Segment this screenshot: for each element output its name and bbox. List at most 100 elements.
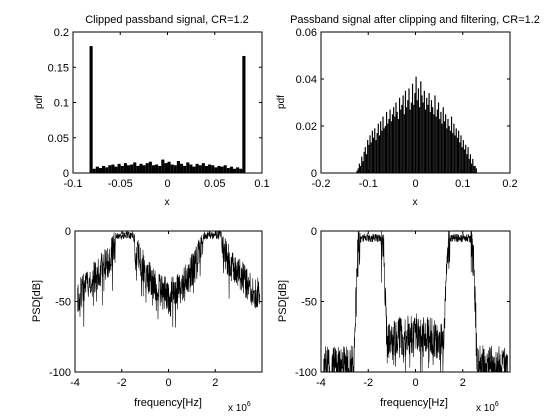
histogram-bar	[421, 95, 423, 173]
y-tick-label: 0	[311, 226, 317, 238]
histogram-bar	[176, 161, 180, 173]
histogram-bar	[436, 109, 438, 173]
x-tick-label: 0.05	[204, 178, 225, 190]
histogram-bar	[155, 164, 159, 173]
histogram-bar	[440, 111, 442, 173]
histogram-bar	[429, 111, 431, 173]
y-tick-label: 0.06	[296, 27, 317, 39]
histogram-bar	[226, 168, 230, 173]
histogram-bar	[92, 168, 96, 173]
histogram-bar	[359, 165, 362, 173]
plot-area-clipped-psd	[77, 230, 260, 328]
x-tick-label: 0.2	[502, 178, 517, 190]
x-tick-label: -4	[70, 377, 80, 389]
axes-filtered-psd: -4 -2 0 2 -100 -50 0	[295, 226, 511, 389]
x-exponent-label: x 106	[476, 401, 499, 414]
histogram-bar	[369, 135, 371, 173]
histogram-bar	[430, 100, 433, 173]
x-tick-label: 0.1	[455, 178, 470, 190]
histogram-bar	[445, 114, 447, 173]
histogram-bar	[211, 165, 215, 173]
histogram-bar	[368, 144, 370, 173]
psd-trace	[323, 230, 508, 373]
histogram-bar	[420, 81, 422, 173]
histogram-bar	[403, 114, 405, 173]
y-tick-label: -50	[301, 297, 317, 309]
histogram-bar	[446, 128, 448, 173]
histogram-bar	[220, 166, 224, 173]
histogram-bar	[432, 107, 434, 173]
histogram-bar	[384, 126, 386, 173]
histogram-bar	[204, 165, 209, 173]
histogram-bar	[461, 147, 463, 173]
histogram-bar	[183, 165, 187, 173]
x-exponent-power: 6	[495, 401, 499, 408]
histogram-bar	[189, 164, 193, 173]
histogram-bar	[459, 142, 461, 173]
y-tick-label: 0	[65, 226, 71, 238]
histogram-bar	[356, 170, 358, 173]
chart-title: Passband signal after clipping and filte…	[290, 14, 540, 26]
histogram-bar	[388, 118, 390, 173]
histogram-bar	[229, 166, 233, 173]
histogram-bar	[167, 161, 171, 173]
x-axis-label: x	[165, 197, 170, 208]
histogram-bar	[236, 167, 240, 173]
histogram-bar	[402, 95, 404, 173]
histogram-bar	[358, 163, 360, 173]
histogram-bar	[391, 114, 394, 173]
histogram-bar	[396, 111, 398, 173]
histogram-bar	[441, 123, 443, 173]
histogram-bar	[364, 147, 366, 173]
x-exponent-base: x 10	[476, 403, 495, 414]
histogram-bar	[437, 102, 440, 173]
histogram-bar	[408, 88, 410, 173]
y-axis-label: PSD[dB]	[31, 280, 43, 322]
histogram-bar	[136, 165, 140, 173]
histogram-bar	[363, 151, 365, 173]
histogram-bar	[123, 163, 127, 173]
histogram-bar	[475, 168, 477, 173]
histogram-bar	[372, 137, 375, 173]
histogram-bar	[409, 109, 411, 173]
histogram-bar	[453, 123, 455, 173]
histogram-bar	[114, 166, 118, 173]
x-exponent-power: 6	[247, 401, 251, 408]
histogram-bar	[192, 166, 196, 173]
y-tick-label: -100	[49, 367, 71, 379]
histogram-bar	[423, 90, 425, 173]
histogram-bar	[239, 168, 243, 173]
histogram-bar	[120, 165, 124, 173]
x-tick-label: 0.1	[254, 178, 269, 190]
histogram-bar	[142, 165, 146, 173]
histogram-bar	[148, 161, 152, 173]
histogram-bar	[161, 159, 165, 173]
y-tick-label: -100	[295, 367, 317, 379]
histogram-bar	[422, 102, 424, 173]
histogram-bar	[95, 166, 99, 173]
histogram-bar	[416, 100, 418, 173]
histogram-bar	[454, 135, 456, 173]
histogram-bar	[456, 137, 459, 173]
histogram-bar	[361, 156, 363, 173]
histogram-bar	[376, 133, 378, 173]
histogram-bar	[452, 133, 454, 173]
histogram-bar	[469, 154, 472, 173]
x-tick-label: -2	[117, 377, 127, 389]
histogram-bar	[393, 107, 395, 173]
histogram-bar	[413, 104, 415, 173]
histogram-bar	[223, 165, 227, 173]
psd-trace	[77, 230, 260, 328]
x-tick-label: 0	[412, 377, 418, 389]
histogram-bar	[98, 168, 103, 173]
y-axis-label: pdf	[276, 95, 287, 109]
histogram-bar	[387, 123, 389, 173]
histogram-bar	[111, 164, 115, 173]
histogram-bar	[447, 118, 449, 173]
histogram-bar	[460, 135, 462, 173]
plot-area-clipped-pdf	[89, 46, 246, 173]
y-tick-label: 0.2	[54, 27, 69, 39]
histogram-bar	[406, 107, 408, 173]
